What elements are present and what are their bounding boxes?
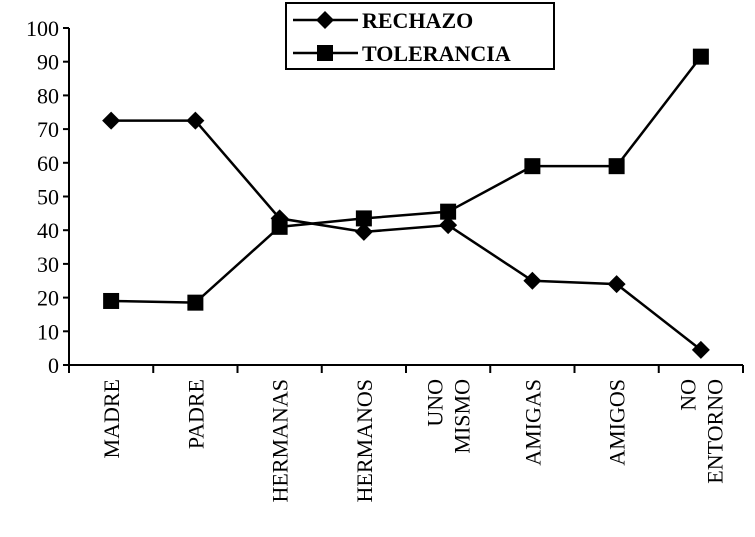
y-tick-label: 0 <box>48 353 59 378</box>
y-tick-label: 70 <box>37 117 59 142</box>
square-point <box>524 158 541 175</box>
legend-item: RECHAZO <box>293 8 473 33</box>
series-line <box>111 55 702 304</box>
y-tick-label: 100 <box>26 16 59 41</box>
y-tick-label: 30 <box>37 252 59 277</box>
x-category-label: UNO <box>423 379 448 427</box>
legend-item: TOLERANCIA <box>293 41 511 66</box>
x-category-label: AMIGAS <box>520 379 545 466</box>
y-tick-label: 90 <box>37 50 59 75</box>
diamond-point <box>523 271 542 290</box>
diamond-point <box>354 222 373 241</box>
square-point <box>187 294 204 311</box>
x-category-label: MADRE <box>99 379 124 458</box>
y-tick-label: 50 <box>37 185 59 210</box>
y-axis: 0 10 20 30 40 50 60 70 80 90 100 <box>26 16 70 378</box>
series-tolerancia <box>103 48 709 311</box>
square-point <box>355 210 372 227</box>
x-category-label: NO <box>675 379 700 411</box>
square-point <box>103 292 120 309</box>
x-category-label: AMIGOS <box>605 379 630 466</box>
square-point <box>440 203 457 220</box>
diamond-point <box>691 340 710 359</box>
x-category-label: HERMANOS <box>352 379 377 502</box>
x-axis: MADRE PADRE HERMANAS HERMANOS UNO MISMO AMIGAS… <box>68 364 744 502</box>
series-line <box>111 119 702 351</box>
y-tick-label: 10 <box>37 319 59 344</box>
y-tick-label: 20 <box>37 286 59 311</box>
square-point <box>692 48 709 65</box>
x-category-label: ENTORNO <box>702 379 727 484</box>
diamond-point <box>439 216 458 235</box>
square-point <box>271 218 288 235</box>
y-tick-label: 80 <box>37 83 59 108</box>
y-tick-label: 40 <box>37 218 59 243</box>
y-tick-label: 60 <box>37 151 59 176</box>
diamond-point <box>186 111 205 130</box>
square-point <box>608 158 625 175</box>
x-category-label: HERMANAS <box>268 379 293 502</box>
square-point <box>317 45 333 61</box>
legend-label: RECHAZO <box>362 8 473 33</box>
x-category-label: PADRE <box>183 379 208 449</box>
diamond-point <box>607 275 626 294</box>
series-layer <box>102 48 710 359</box>
diamond-point <box>102 111 121 130</box>
diamond-point <box>316 11 334 29</box>
x-category-label: MISMO <box>450 379 475 454</box>
legend: RECHAZO TOLERANCIA <box>285 2 555 70</box>
legend-label: TOLERANCIA <box>362 41 511 66</box>
series-rechazo <box>102 111 710 359</box>
